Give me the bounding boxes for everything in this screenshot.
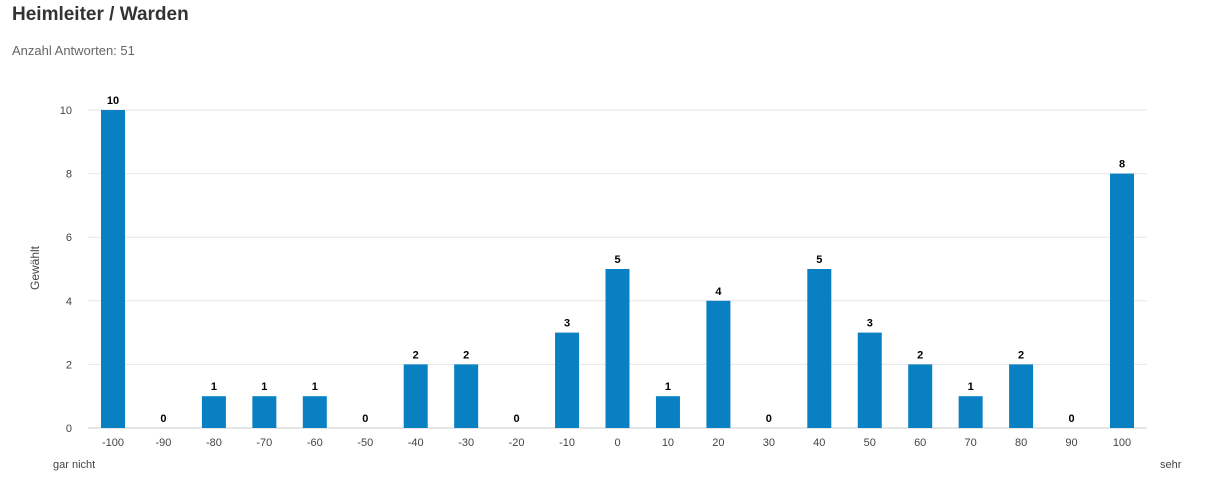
x-tick-label: 30 (763, 437, 775, 449)
scale-left-label: gar nicht (53, 459, 95, 471)
data-label: 1 (261, 381, 267, 393)
x-tick-label: -40 (408, 437, 424, 449)
bar (201, 396, 226, 428)
bar (1009, 364, 1034, 428)
x-tick-label: -50 (357, 437, 373, 449)
bar (302, 396, 327, 428)
data-label: 1 (312, 381, 318, 393)
data-label: 1 (665, 381, 671, 393)
scale-right-label: sehr (1160, 459, 1182, 471)
x-tick-label: -80 (206, 437, 222, 449)
data-label: 2 (413, 349, 419, 361)
bar (454, 364, 479, 428)
x-tick-label: -90 (155, 437, 171, 449)
data-label: 2 (463, 349, 469, 361)
x-tick-label: 100 (1113, 437, 1131, 449)
data-label: 1 (968, 381, 974, 393)
data-label: 8 (1119, 159, 1125, 171)
bar (555, 332, 580, 428)
x-tick-label: -30 (458, 437, 474, 449)
response-count: Anzahl Antworten: 51 (12, 43, 135, 58)
chart-title: Heimleiter / Warden (12, 4, 189, 25)
data-label: 1 (211, 381, 217, 393)
x-tick-label: -20 (509, 437, 525, 449)
data-label: 0 (160, 413, 166, 425)
x-tick-label: -100 (102, 437, 124, 449)
x-tick-label: 10 (662, 437, 674, 449)
data-label: 0 (514, 413, 520, 425)
data-label: 5 (816, 254, 822, 266)
x-tick-label: 80 (1015, 437, 1027, 449)
x-tick-label: -70 (256, 437, 272, 449)
y-tick-label: 4 (66, 296, 72, 308)
data-label: 4 (715, 286, 722, 298)
x-tick-label: 20 (712, 437, 724, 449)
x-tick-label: 70 (965, 437, 977, 449)
data-label: 10 (107, 95, 119, 107)
bar (958, 396, 983, 428)
x-tick-label: -10 (559, 437, 575, 449)
data-label: 0 (362, 413, 368, 425)
bar (857, 332, 882, 428)
y-tick-label: 8 (66, 169, 72, 181)
data-label: 3 (564, 318, 570, 330)
bar (252, 396, 277, 428)
y-tick-label: 0 (66, 423, 72, 435)
bar (605, 269, 630, 428)
bar (706, 300, 731, 428)
bar (655, 396, 680, 428)
bar (101, 110, 125, 428)
y-tick-label: 6 (66, 232, 72, 244)
y-tick-label: 2 (66, 359, 72, 371)
x-tick-label: 40 (813, 437, 825, 449)
y-tick-label: 10 (60, 105, 72, 117)
x-tick-label: 50 (864, 437, 876, 449)
x-tick-label: 0 (614, 437, 620, 449)
data-label: 0 (1068, 413, 1074, 425)
data-label: 5 (614, 254, 620, 266)
x-tick-label: -60 (307, 437, 323, 449)
data-label: 2 (1018, 349, 1024, 361)
data-label: 2 (917, 349, 923, 361)
data-label: 3 (867, 318, 873, 330)
bar (807, 269, 832, 428)
y-axis-label: Gewählt (28, 245, 42, 290)
data-label: 0 (766, 413, 772, 425)
bar (1110, 173, 1134, 428)
x-axis-ticks: -100 -90 -80 -70 -60 -50 -40 -30 -20 -10 0 10 20 30 40… (102, 437, 1131, 449)
y-axis-ticks: 0 2 4 6 8 10 (60, 105, 72, 435)
x-tick-label: 60 (914, 437, 926, 449)
x-tick-label: 90 (1065, 437, 1077, 449)
bars (101, 110, 1134, 428)
bar (403, 364, 428, 428)
bar (908, 364, 933, 428)
